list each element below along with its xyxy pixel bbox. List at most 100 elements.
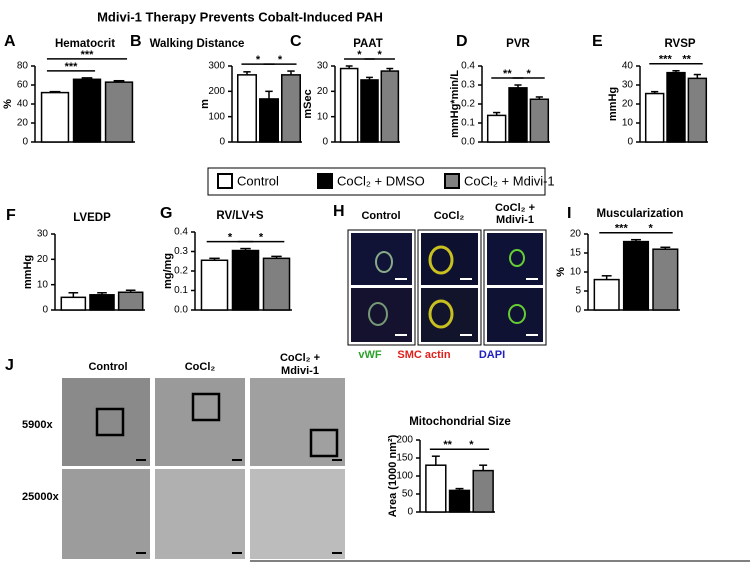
y-tick-label: 100 xyxy=(208,111,225,122)
column-label: Control xyxy=(361,210,400,222)
y-tick-label: 0 xyxy=(627,137,633,148)
significance-label: *** xyxy=(659,54,673,66)
chart-title: RVSP xyxy=(664,38,695,50)
y-tick-label: 0.0 xyxy=(174,305,188,316)
bar xyxy=(622,240,650,311)
figure-title: Mdivi-1 Therapy Prevents Cobalt-Induced … xyxy=(97,9,383,24)
y-tick-label: 10 xyxy=(570,267,582,278)
y-tick-label: 20 xyxy=(17,118,29,129)
significance-label: ** xyxy=(503,68,512,80)
bar xyxy=(666,71,686,143)
chart-title: RV/LV+S xyxy=(216,210,264,222)
bar xyxy=(644,92,665,143)
column-label: CoCl₂ + xyxy=(495,202,535,214)
y-axis-label: mg/mg xyxy=(162,253,174,289)
bar xyxy=(472,469,494,513)
significance-label: * xyxy=(527,68,532,80)
y-tick-label: 40 xyxy=(622,61,634,72)
chart-title: Hematocrit xyxy=(55,38,115,50)
bar xyxy=(508,87,528,143)
bar xyxy=(237,74,257,143)
y-tick-label: 0 xyxy=(22,137,28,148)
panel-letter: A xyxy=(4,33,16,50)
chart-title: PAAT xyxy=(353,38,383,50)
y-tick-label: 0.3 xyxy=(174,246,188,257)
chart-title: LVEDP xyxy=(73,212,111,224)
row-label: 5900x xyxy=(22,419,53,431)
y-axis-label: mmHg xyxy=(22,255,34,289)
panel-j-images xyxy=(62,378,345,559)
significance-label: *** xyxy=(81,49,95,61)
stain-label: SMC actin xyxy=(397,349,450,361)
panel-letter: E xyxy=(592,33,603,50)
bar xyxy=(652,248,679,311)
y-tick-label: 200 xyxy=(208,86,225,97)
y-axis-label: mmHg xyxy=(607,87,619,121)
panel-letter: D xyxy=(456,33,468,50)
legend-box xyxy=(207,167,546,196)
significance-label: *** xyxy=(65,61,79,73)
y-axis-label: mSec xyxy=(302,89,314,118)
y-tick-label: 10 xyxy=(37,279,49,290)
bar xyxy=(200,259,229,311)
y-axis-label: % xyxy=(2,99,14,109)
bar xyxy=(231,249,260,311)
bar xyxy=(259,98,279,143)
bar xyxy=(360,79,379,143)
chart-title: Muscularization xyxy=(597,208,684,220)
significance-label: * xyxy=(378,49,383,61)
panel-h-images xyxy=(347,229,547,346)
panel-letter: G xyxy=(160,205,172,222)
y-tick-label: 20 xyxy=(317,86,329,97)
y-tick-label: 0.3 xyxy=(461,80,475,91)
significance-label: * xyxy=(469,439,474,451)
y-axis-label: m xyxy=(199,99,211,109)
bar xyxy=(448,489,471,513)
y-tick-label: 20 xyxy=(570,229,582,240)
legend-swatch xyxy=(217,173,233,189)
y-tick-label: 80 xyxy=(17,61,29,72)
significance-label: * xyxy=(357,49,362,61)
bar xyxy=(40,91,70,143)
significance-label: ** xyxy=(443,439,452,451)
panel-letter: F xyxy=(6,207,16,224)
panel-letter: J xyxy=(5,357,14,374)
legend-label: CoCl₂ + DMSO xyxy=(337,173,425,188)
bar xyxy=(117,291,144,311)
y-tick-label: 40 xyxy=(17,99,29,110)
y-tick-label: 0 xyxy=(42,305,48,316)
y-tick-label: 0.4 xyxy=(174,227,188,238)
y-tick-label: 0.4 xyxy=(461,61,475,72)
y-tick-label: 30 xyxy=(317,61,329,72)
column-label: CoCl₂ xyxy=(185,361,216,373)
row-label: 25000x xyxy=(22,491,60,503)
significance-label: ** xyxy=(682,54,691,66)
y-axis-label: % xyxy=(555,267,567,277)
y-tick-label: 60 xyxy=(17,80,29,91)
bar xyxy=(593,278,620,311)
significance-label: * xyxy=(256,54,261,66)
bar xyxy=(104,81,134,143)
y-tick-label: 5 xyxy=(575,286,581,297)
bar xyxy=(72,78,102,143)
bar xyxy=(380,70,400,143)
y-tick-label: 0 xyxy=(575,305,581,316)
bar xyxy=(60,296,87,311)
column-label: CoCl₂ + xyxy=(280,352,320,364)
bar xyxy=(425,464,447,513)
y-tick-label: 20 xyxy=(622,99,634,110)
legend-swatch xyxy=(444,173,460,189)
y-tick-label: 0 xyxy=(322,137,328,148)
panel-letter: H xyxy=(333,203,345,220)
stain-label: DAPI xyxy=(479,349,505,361)
y-axis-label: mmHg*min/L xyxy=(449,70,461,138)
y-tick-label: 0.2 xyxy=(461,99,475,110)
significance-label: * xyxy=(649,223,654,235)
bar xyxy=(486,114,507,143)
y-tick-label: 15 xyxy=(570,248,582,259)
legend-label: Control xyxy=(237,173,279,188)
column-label: Control xyxy=(88,361,127,373)
chart-title: Mitochondrial Size xyxy=(409,416,511,428)
y-tick-label: 0.0 xyxy=(461,137,475,148)
significance-label: * xyxy=(278,54,283,66)
